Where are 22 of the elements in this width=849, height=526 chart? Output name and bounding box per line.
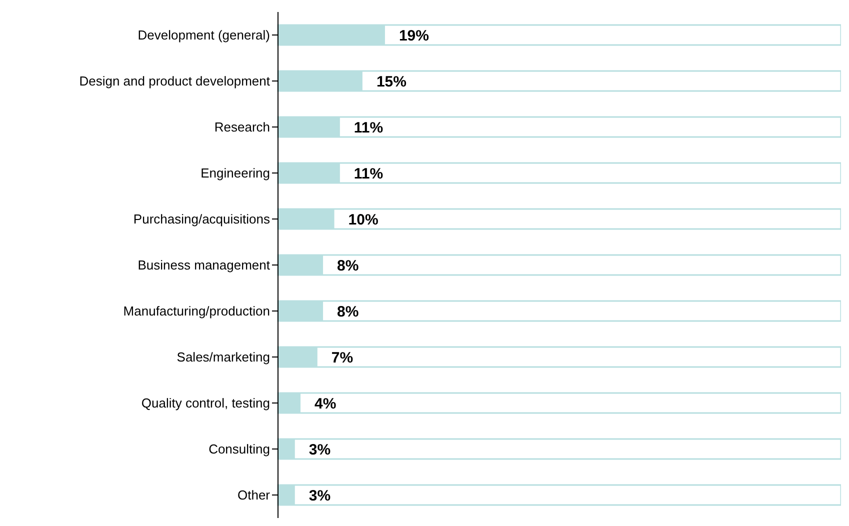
data-label: 19%: [398, 27, 429, 44]
y-tick-label: Research: [214, 120, 270, 135]
y-tick-label: Engineering: [200, 166, 270, 181]
y-tick-label: Business management: [138, 258, 270, 273]
y-tick-label: Design and product development: [79, 74, 270, 89]
data-label: 7%: [331, 349, 354, 366]
data-label: 3%: [308, 441, 331, 458]
data-label: 8%: [337, 303, 359, 320]
data-label: 15%: [376, 73, 406, 90]
data-label: 11%: [354, 165, 384, 182]
y-tick-label: Quality control, testing: [141, 396, 270, 411]
data-label: 10%: [348, 211, 378, 228]
data-label: 8%: [337, 257, 359, 274]
y-tick-label: Development (general): [138, 28, 270, 43]
y-tick-label: Sales/marketing: [176, 350, 270, 365]
y-tick-label: Purchasing/acquisitions: [133, 212, 270, 227]
y-tick-label: Manufacturing/production: [123, 304, 270, 319]
y-tick-label: Consulting: [208, 442, 270, 457]
data-label: 3%: [308, 487, 331, 504]
data-label: 4%: [314, 395, 336, 412]
y-tick-label: Other: [237, 488, 271, 503]
data-label: 11%: [354, 119, 384, 136]
